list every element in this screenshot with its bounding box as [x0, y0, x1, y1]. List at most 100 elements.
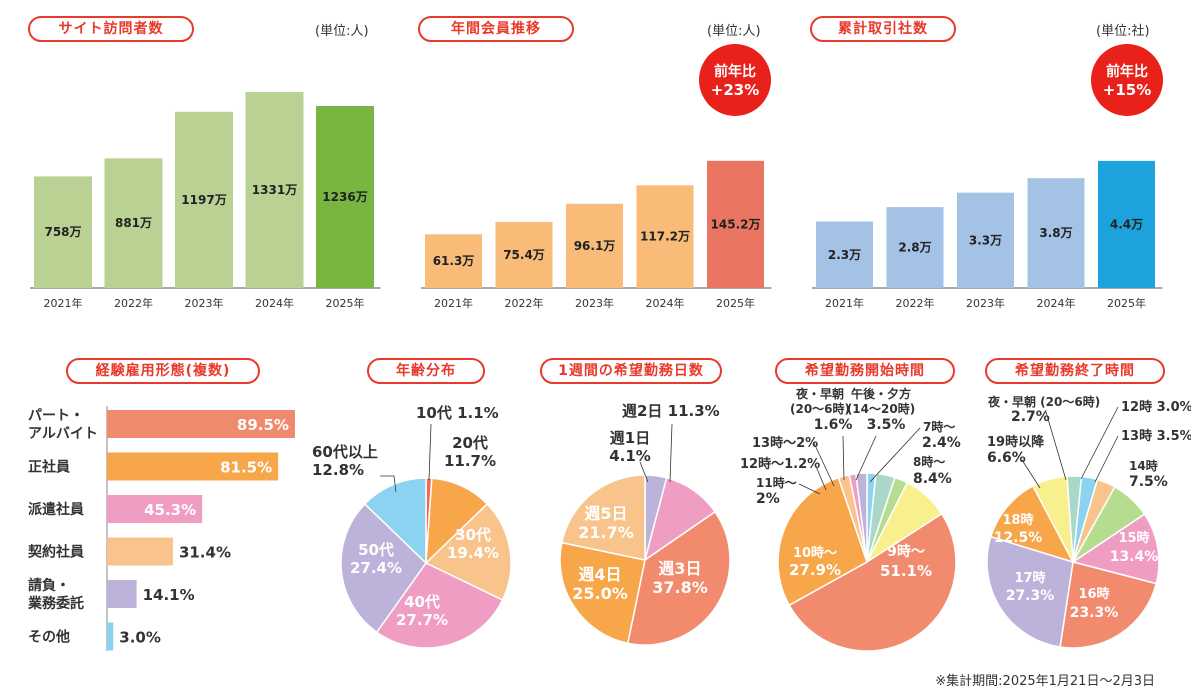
end-slice-label: 6.6%	[987, 450, 1026, 466]
members-tick-label: 2025年	[716, 296, 755, 310]
companies-yoy-badge: 前年比 +15%	[1091, 44, 1163, 116]
start-leader-line	[813, 442, 835, 487]
end-slice-label: 19時以降	[987, 434, 1045, 450]
employment-title: 経験雇用形態(複数)	[66, 358, 260, 384]
start-slice	[855, 472, 868, 563]
end-slice-label: 23.3%	[1070, 605, 1119, 621]
companies-badge-line1: 前年比	[1106, 63, 1148, 80]
members-tick-label: 2024年	[646, 296, 685, 310]
start-slice-label: 27.9%	[789, 561, 841, 579]
visits-tick-label: 2025年	[326, 296, 365, 310]
end-slice-label: 12.5%	[994, 530, 1043, 546]
employment-bar	[107, 580, 137, 608]
members-value-label: 75.4万	[503, 248, 545, 262]
end-slice-label: 7.5%	[1129, 474, 1168, 490]
end-leader-line	[1045, 411, 1067, 481]
end-slice-label: 12時 3.0%	[1121, 399, 1191, 415]
end-slice	[986, 535, 1074, 648]
companies-title: 累計取引社数	[810, 16, 956, 42]
start-leader-line	[798, 483, 821, 495]
companies-bar-2024年	[1027, 178, 1085, 288]
companies-bar-2021年	[816, 221, 873, 288]
end-slice-label: 2.7%	[1011, 409, 1050, 425]
start-leader-line	[842, 435, 845, 481]
visits-bar-2021年	[34, 176, 92, 288]
end-slice	[1071, 513, 1160, 585]
members-bar-2021年	[425, 234, 482, 288]
visits-tick-label: 2022年	[114, 296, 153, 310]
start-slice-label: 2.4%	[922, 435, 961, 451]
end-slice-label: 13時 3.5%	[1121, 428, 1191, 444]
members-tick-label: 2023年	[575, 296, 614, 310]
visits-title: サイト訪問者数	[28, 16, 194, 42]
visits-value-label: 1331万	[252, 183, 297, 197]
weekdays-slice-label: 週4日	[578, 565, 621, 584]
weekdays-slice	[626, 510, 731, 646]
employment-bar	[107, 622, 114, 651]
companies-bar-2022年	[886, 207, 944, 288]
start-slice-label: 8.4%	[913, 471, 952, 487]
members-value-label: 61.3万	[433, 254, 475, 268]
end-leader-line	[1080, 406, 1119, 480]
age-slice-label: 20代	[452, 434, 488, 452]
weekdays-leader-line	[669, 423, 673, 483]
members-value-label: 117.2万	[640, 230, 690, 244]
start-slice-label: 8時〜	[913, 454, 945, 469]
companies-value-label: 3.8万	[1039, 226, 1072, 240]
weekdays-slice-label: 週1日	[610, 429, 650, 447]
companies-tick-label: 2024年	[1037, 296, 1076, 310]
employment-category-label: 正社員	[28, 459, 70, 476]
end-slice-label: 18時	[1002, 512, 1033, 528]
weekdays-slice-label: 週3日	[658, 559, 701, 578]
end-slice-label: 14時	[1129, 458, 1158, 473]
start-slice-label: 12時〜1.2%	[740, 456, 820, 472]
visits-value-label: 881万	[115, 216, 152, 230]
start-slice-label: 夜・早朝	[795, 386, 844, 401]
weekdays-slice-label: 25.0%	[572, 584, 628, 603]
members-title: 年間会員推移	[418, 16, 574, 42]
members-yoy-badge: 前年比 +23%	[699, 44, 771, 116]
start-slice-label: 11時〜	[756, 475, 797, 490]
start-slice-label: 1.6%	[814, 417, 853, 433]
start-slice-label: 51.1%	[880, 562, 932, 580]
age-slice	[363, 477, 427, 565]
start-slice-label: 午後・夕方	[851, 386, 911, 401]
companies-value-label: 2.8万	[898, 241, 931, 255]
age-slice-label: 27.4%	[350, 559, 402, 577]
members-tick-label: 2021年	[434, 296, 473, 310]
end-leader-line	[1021, 459, 1041, 489]
age-title: 年齢分布	[367, 358, 485, 384]
end-leader-line	[1094, 435, 1119, 483]
weekdays-slice-label: 37.8%	[652, 578, 708, 597]
members-unit: (単位:人)	[707, 24, 761, 39]
start-slice-label: 9時〜	[887, 543, 925, 560]
members-badge-line2: +23%	[711, 81, 759, 99]
end-slice-label: 15時	[1118, 530, 1149, 546]
companies-bar-2023年	[957, 192, 1014, 288]
companies-tick-label: 2025年	[1107, 296, 1146, 310]
visits-tick-label: 2021年	[44, 296, 83, 310]
weekdays-slice	[559, 541, 646, 645]
companies-tick-label: 2021年	[825, 296, 864, 310]
employment-value-label: 81.5%	[220, 459, 272, 477]
end-slice-label: 27.3%	[1006, 588, 1055, 604]
employment-category-label: アルバイト	[28, 426, 98, 442]
collection-period: ※集計期間:2025年1月21日〜2月3日	[935, 674, 1155, 689]
visits-tick-label: 2024年	[255, 296, 294, 310]
employment-value-label: 31.4%	[179, 544, 231, 562]
start-slice-label: 2%	[756, 491, 780, 507]
companies-tick-label: 2023年	[966, 296, 1005, 310]
employment-value-label: 89.5%	[237, 416, 289, 434]
weekdays-slice-label: 21.7%	[578, 523, 634, 542]
age-slice	[375, 562, 504, 649]
employment-bar	[107, 410, 295, 438]
companies-value-label: 4.4万	[1110, 217, 1143, 231]
end-slice-label: 17時	[1014, 570, 1045, 586]
age-leader-line	[380, 475, 397, 493]
age-leader-line	[428, 423, 432, 481]
age-slice-label: 50代	[358, 541, 394, 559]
start-slice-label: 13時〜2%	[752, 435, 818, 451]
end-title: 希望勤務終了時間	[985, 358, 1165, 384]
employment-bar	[107, 495, 203, 523]
